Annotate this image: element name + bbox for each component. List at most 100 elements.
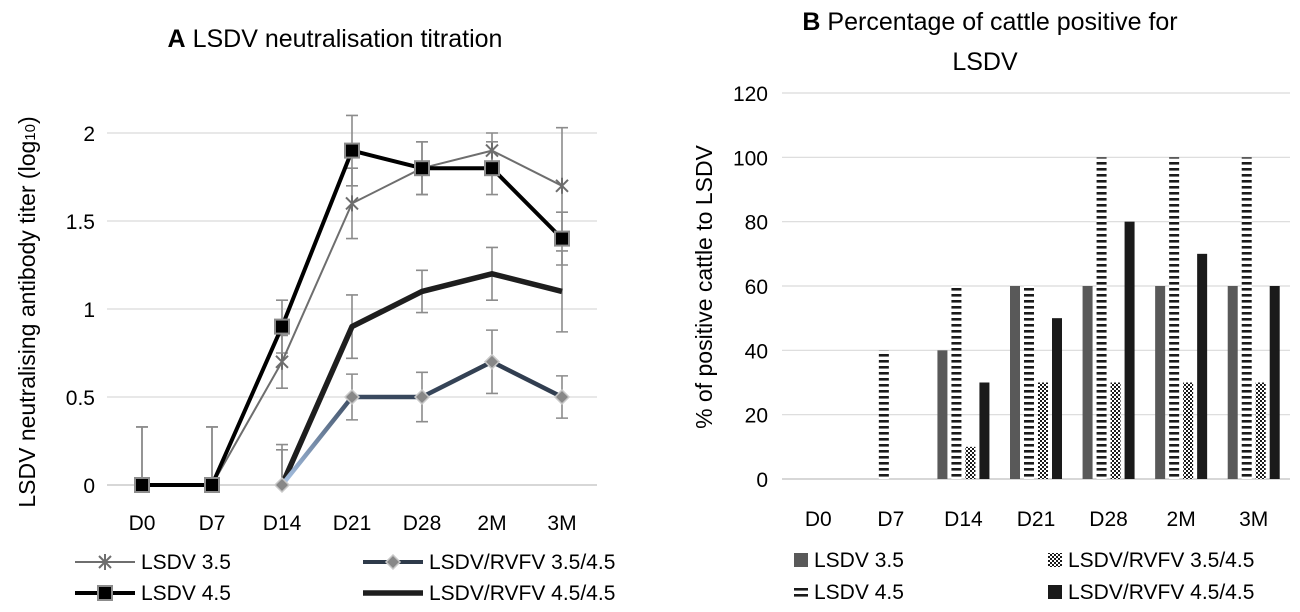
chart-a-legend: LSDV 3.5 LSDV/RVFV 3.5/4.5 LSDV 4.5 LSDV/RV… <box>75 551 615 605</box>
legend-item: LSDV 4.5 <box>75 582 231 605</box>
bar <box>1183 382 1194 479</box>
y-tick-label: 100 <box>733 147 768 170</box>
legend-label: LSDV 3.5 <box>141 551 231 574</box>
legend-item: LSDV 3.5 <box>75 551 231 574</box>
x-tick-label: D21 <box>1017 508 1056 531</box>
bar-group <box>937 286 990 479</box>
bar-group <box>1010 286 1062 479</box>
legend-swatch <box>1048 553 1062 567</box>
data-point <box>204 477 220 493</box>
y-tick-label: 0 <box>83 475 95 498</box>
y-tick-label: 2 <box>83 123 95 146</box>
bar <box>1110 382 1121 479</box>
chart-b-y-ticks: 0 20 40 60 80 100 120 <box>733 83 768 492</box>
chart-b-panel-letter: B <box>802 8 820 36</box>
legend-item: LSDV/RVFV 3.5/4.5 <box>1048 549 1254 572</box>
bar <box>1082 286 1093 479</box>
legend-label: LSDV/RVFV 4.5/4.5 <box>1068 581 1254 604</box>
data-point <box>344 142 360 159</box>
data-point <box>274 318 290 335</box>
data-point <box>275 353 289 370</box>
legend-label: LSDV 3.5 <box>814 549 904 572</box>
chart-b: B Percentage of cattle positive for LSDV … <box>691 8 1290 604</box>
data-point <box>554 230 570 247</box>
x-tick-label: D0 <box>129 512 156 535</box>
bar-group <box>878 350 889 479</box>
data-point <box>485 142 499 159</box>
chart-b-x-ticks: D0 D7 D14 D21 D28 2M 3M <box>805 508 1268 531</box>
error-bars <box>136 114 568 485</box>
x-tick-label: D14 <box>263 512 302 535</box>
chart-a-panel-letter: A <box>168 25 186 53</box>
legend-marker <box>384 553 402 571</box>
legend-marker <box>97 585 113 601</box>
bar <box>1227 286 1238 479</box>
error-bar <box>206 426 218 485</box>
y-tick-label: 60 <box>745 276 768 299</box>
x-tick-label: D7 <box>877 508 904 531</box>
chart-a: A LSDV neutralisation titration LSDV neut… <box>14 25 615 605</box>
data-point <box>483 353 501 370</box>
chart-b-bars <box>878 157 1280 480</box>
legend-label: LSDV 4.5 <box>141 582 231 605</box>
x-tick-label: 2M <box>1167 508 1196 531</box>
error-bar <box>136 426 148 485</box>
y-tick-label: 80 <box>745 212 768 235</box>
bar <box>1096 157 1107 480</box>
legend-item: LSDV 4.5 <box>794 581 904 604</box>
data-point <box>273 476 291 494</box>
x-tick-label: D7 <box>199 512 226 535</box>
chart-a-x-ticks: D0 D7 D14 D21 D28 2M 3M <box>129 512 577 535</box>
x-tick-label: D21 <box>333 512 372 535</box>
y-tick-label: 120 <box>733 83 768 106</box>
y-tick-label: 0.5 <box>66 387 95 410</box>
bar <box>1024 286 1034 479</box>
bar <box>1169 157 1180 480</box>
data-point <box>414 160 430 177</box>
bar <box>965 446 976 479</box>
legend-item: LSDV/RVFV 3.5/4.5 <box>363 551 615 574</box>
data-point <box>134 477 150 493</box>
x-tick-label: D14 <box>944 508 983 531</box>
series-line <box>279 271 563 487</box>
bar <box>1124 221 1135 479</box>
bar <box>937 350 948 479</box>
chart-a-y-axis-label: LSDV neutralising antibody titer (log10) <box>14 116 40 507</box>
x-tick-label: 3M <box>1239 508 1268 531</box>
error-bars <box>276 329 568 485</box>
legend-item: LSDV/RVFV 4.5/4.5 <box>363 582 615 605</box>
chart-b-legend: LSDV 3.5 LSDV/RVFV 3.5/4.5 LSDV 4.5 LSDV/RV… <box>794 549 1254 604</box>
legend-label: LSDV/RVFV 4.5/4.5 <box>429 582 615 605</box>
x-tick-label: 3M <box>547 512 576 535</box>
data-point <box>413 388 431 406</box>
bar <box>951 286 962 479</box>
chart-b-title-line1: Percentage of cattle positive for <box>827 8 1177 36</box>
chart-b-title-line2: LSDV <box>952 48 1018 76</box>
y-tick-label: 0 <box>756 469 768 492</box>
chart-a-y-ticks: 0 0.5 1 1.5 2 <box>66 123 95 498</box>
data-point <box>343 388 361 406</box>
legend-marker <box>98 554 112 570</box>
legend-swatch <box>794 553 808 567</box>
bar <box>979 382 990 479</box>
bar <box>1038 382 1048 479</box>
y-tick-label: 1 <box>83 299 95 322</box>
bar-group <box>1082 157 1135 480</box>
chart-b-title: B Percentage of cattle positive for <box>802 8 1177 36</box>
data-point <box>553 388 571 406</box>
data-point <box>345 195 359 212</box>
legend-item: LSDV/RVFV 4.5/4.5 <box>1048 581 1254 604</box>
bar <box>1269 286 1280 479</box>
bar <box>1155 286 1166 479</box>
legend-label: LSDV/RVFV 3.5/4.5 <box>429 551 615 574</box>
chart-a-title: A LSDV neutralisation titration <box>168 25 503 53</box>
series-line <box>134 142 570 493</box>
series-line <box>273 353 571 494</box>
bar <box>1241 157 1252 480</box>
y-tick-label: 40 <box>745 340 768 363</box>
data-point <box>555 177 569 194</box>
bar <box>1010 286 1020 479</box>
x-tick-label: D28 <box>403 512 442 535</box>
chart-a-title-text: LSDV neutralisation titration <box>193 25 503 53</box>
legend-swatch <box>794 585 808 599</box>
